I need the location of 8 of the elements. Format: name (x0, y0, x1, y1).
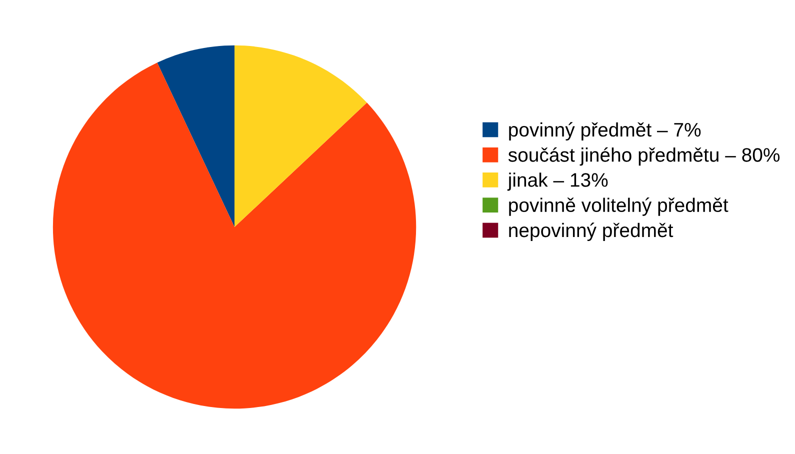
pie-slice (157, 45, 235, 227)
legend-label: povinný předmět – 7% (509, 122, 701, 141)
legend-label: povinně volitelný předmět (509, 198, 728, 216)
legend-label: jinak – 13% (507, 172, 608, 191)
legend-label: nepovinný předmět (509, 222, 674, 242)
pie-slice (234, 45, 367, 227)
legend-label: součást jiného předmětu – 80% (508, 147, 780, 166)
pie-slice (52, 62, 416, 409)
